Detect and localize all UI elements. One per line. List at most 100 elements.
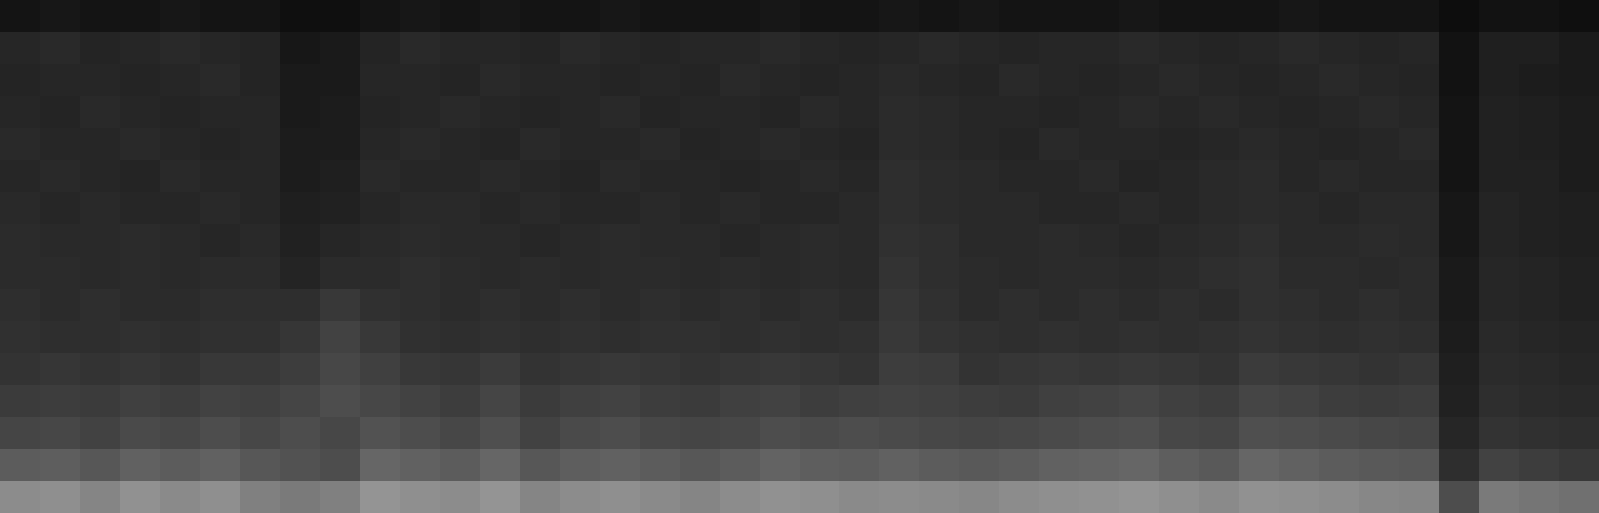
- cell: [440, 64, 480, 97]
- cell: [1439, 417, 1479, 450]
- cell: [1359, 289, 1399, 322]
- cell: [1039, 449, 1079, 482]
- cell: [1119, 385, 1159, 418]
- cell: [200, 257, 240, 290]
- cell: [1279, 128, 1319, 161]
- cell: [720, 160, 760, 193]
- cell: [480, 321, 520, 354]
- cell: [320, 96, 360, 129]
- cell: [160, 321, 200, 354]
- cell: [1559, 257, 1599, 290]
- cell: [320, 321, 360, 354]
- cell: [999, 64, 1039, 97]
- cell: [760, 417, 800, 450]
- cell: [440, 385, 480, 418]
- cell: [320, 417, 360, 450]
- cell: [879, 353, 919, 386]
- cell: [1039, 128, 1079, 161]
- cell: [160, 353, 200, 386]
- cell: [1359, 128, 1399, 161]
- cell: [1319, 449, 1359, 482]
- cell: [1199, 481, 1239, 513]
- cell: [520, 385, 560, 418]
- cell: [80, 481, 120, 513]
- cell: [1039, 160, 1079, 193]
- cell: [240, 385, 280, 418]
- cell: [959, 321, 999, 354]
- cell: [600, 385, 640, 418]
- cell: [1399, 353, 1439, 386]
- cell: [1079, 353, 1119, 386]
- cell: [760, 128, 800, 161]
- cell: [1479, 481, 1519, 513]
- cell: [1159, 64, 1199, 97]
- cell: [800, 224, 840, 257]
- cell: [919, 0, 959, 33]
- cell: [1199, 64, 1239, 97]
- cell: [360, 289, 400, 322]
- cell: [1239, 160, 1279, 193]
- cell: [40, 224, 80, 257]
- cell: [240, 160, 280, 193]
- cell: [40, 353, 80, 386]
- cell: [760, 32, 800, 65]
- cell: [1079, 192, 1119, 225]
- cell: [80, 32, 120, 65]
- cell: [1039, 289, 1079, 322]
- cell: [800, 160, 840, 193]
- cell: [680, 353, 720, 386]
- cell: [959, 160, 999, 193]
- cell: [1519, 353, 1559, 386]
- cell: [1239, 192, 1279, 225]
- cell: [1199, 257, 1239, 290]
- cell: [320, 385, 360, 418]
- cell: [999, 257, 1039, 290]
- cell: [200, 96, 240, 129]
- cell: [40, 0, 80, 33]
- cell: [560, 32, 600, 65]
- cell: [959, 224, 999, 257]
- cell: [839, 192, 879, 225]
- cell: [919, 321, 959, 354]
- cell: [520, 160, 560, 193]
- cell: [160, 192, 200, 225]
- cell: [919, 96, 959, 129]
- cell: [1439, 160, 1479, 193]
- cell: [1039, 64, 1079, 97]
- cell: [640, 257, 680, 290]
- cell: [400, 257, 440, 290]
- cell: [280, 224, 320, 257]
- cell: [680, 385, 720, 418]
- cell: [879, 64, 919, 97]
- cell: [360, 192, 400, 225]
- cell: [280, 321, 320, 354]
- cell: [400, 160, 440, 193]
- cell: [839, 0, 879, 33]
- cell: [760, 160, 800, 193]
- cell: [879, 289, 919, 322]
- cell: [240, 289, 280, 322]
- cell: [320, 128, 360, 161]
- cell: [1479, 0, 1519, 33]
- cell: [360, 96, 400, 129]
- cell: [1199, 192, 1239, 225]
- cell: [959, 96, 999, 129]
- cell: [440, 417, 480, 450]
- cell: [200, 417, 240, 450]
- cell: [640, 224, 680, 257]
- cell: [440, 224, 480, 257]
- cell: [1319, 385, 1359, 418]
- cell: [919, 192, 959, 225]
- cell: [760, 64, 800, 97]
- cell: [120, 160, 160, 193]
- cell: [1399, 64, 1439, 97]
- cell: [280, 257, 320, 290]
- cell: [40, 160, 80, 193]
- cell: [1199, 353, 1239, 386]
- cell: [0, 160, 40, 193]
- cell: [0, 449, 40, 482]
- cell: [360, 449, 400, 482]
- cell: [520, 353, 560, 386]
- cell: [560, 257, 600, 290]
- cell: [640, 321, 680, 354]
